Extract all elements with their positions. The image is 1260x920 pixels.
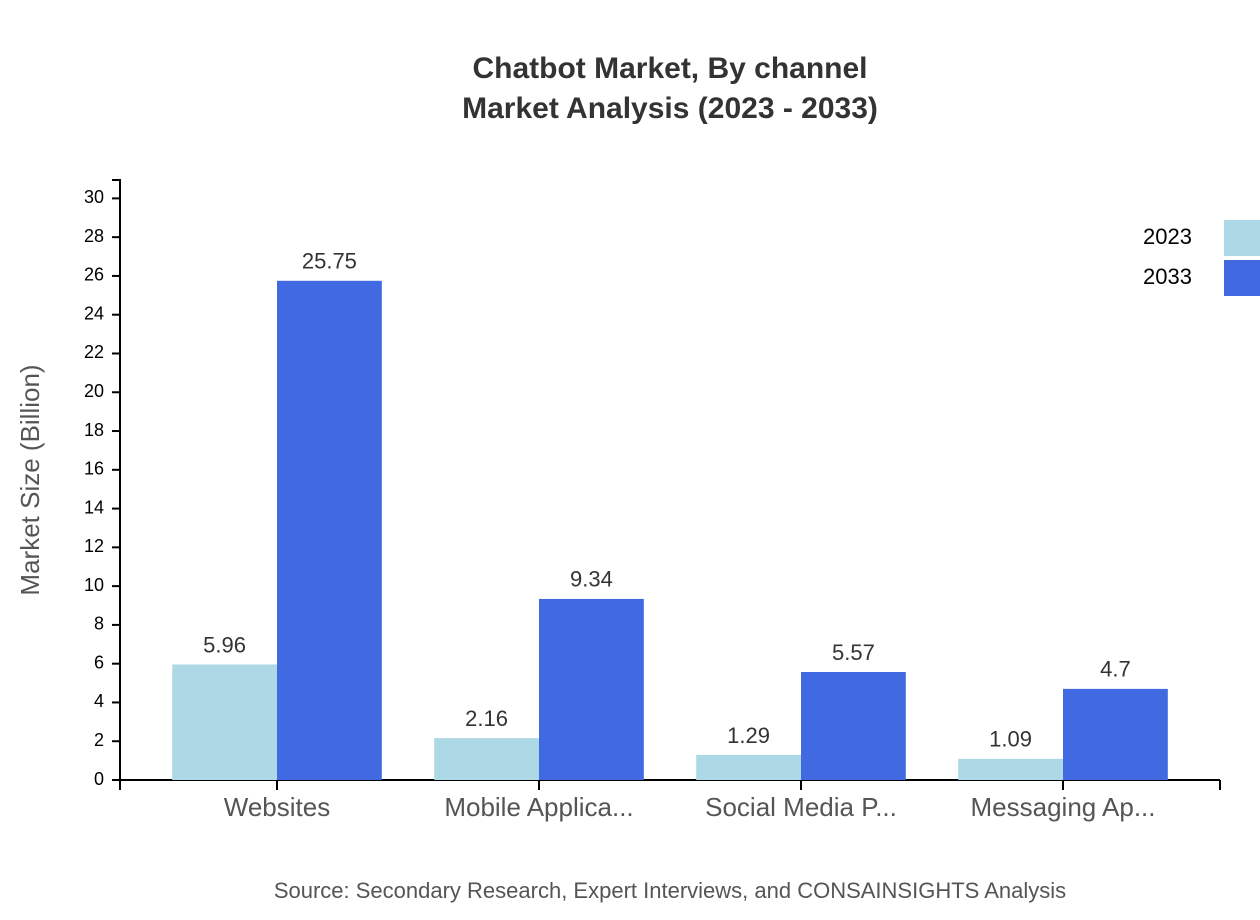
- bar: [1063, 688, 1168, 780]
- y-axis-label: Market Size (Billion): [15, 364, 45, 595]
- y-tick-label: 8: [94, 614, 104, 634]
- y-tick-label: 2: [94, 730, 104, 750]
- bar: [696, 754, 801, 780]
- y-tick-label: 12: [84, 536, 104, 556]
- legend-label: 2023: [1143, 224, 1192, 249]
- x-tick-label: Social Media P...: [705, 792, 897, 822]
- chart-title: Chatbot Market, By channel: [472, 52, 867, 85]
- value-label: 4.7: [1100, 657, 1131, 682]
- value-label: 5.57: [832, 640, 875, 665]
- x-tick-label: Websites: [224, 792, 330, 822]
- value-label: 1.29: [727, 723, 770, 748]
- bar: [277, 280, 382, 780]
- y-tick-label: 16: [84, 459, 104, 479]
- y-tick-label: 28: [84, 226, 104, 246]
- y-tick-label: 24: [84, 303, 104, 323]
- x-tick-label: Mobile Applica...: [444, 792, 633, 822]
- y-tick-label: 0: [94, 769, 104, 789]
- y-tick-label: 20: [84, 381, 104, 401]
- bar: [801, 672, 906, 780]
- bar: [539, 598, 644, 780]
- y-tick-label: 14: [84, 497, 104, 517]
- y-tick-label: 4: [94, 691, 104, 711]
- value-label: 25.75: [302, 249, 357, 274]
- y-tick-label: 10: [84, 575, 104, 595]
- legend-swatch: [1224, 260, 1260, 296]
- bar: [958, 758, 1063, 780]
- x-tick-label: Messaging Ap...: [971, 792, 1156, 822]
- y-tick-label: 18: [84, 420, 104, 440]
- value-label: 1.09: [989, 727, 1032, 752]
- y-tick-label: 30: [84, 187, 104, 207]
- y-tick-label: 6: [94, 652, 104, 672]
- legend-swatch: [1224, 220, 1260, 256]
- bar: [172, 664, 277, 780]
- value-label: 9.34: [570, 567, 613, 592]
- chart-subtitle: Market Analysis (2023 - 2033): [462, 92, 878, 125]
- value-label: 5.96: [203, 632, 246, 657]
- source-note: Source: Secondary Research, Expert Inter…: [274, 878, 1066, 903]
- bar: [434, 738, 539, 780]
- legend-label: 2033: [1143, 264, 1192, 289]
- value-label: 2.16: [465, 706, 508, 731]
- y-tick-label: 22: [84, 342, 104, 362]
- y-tick-label: 26: [84, 265, 104, 285]
